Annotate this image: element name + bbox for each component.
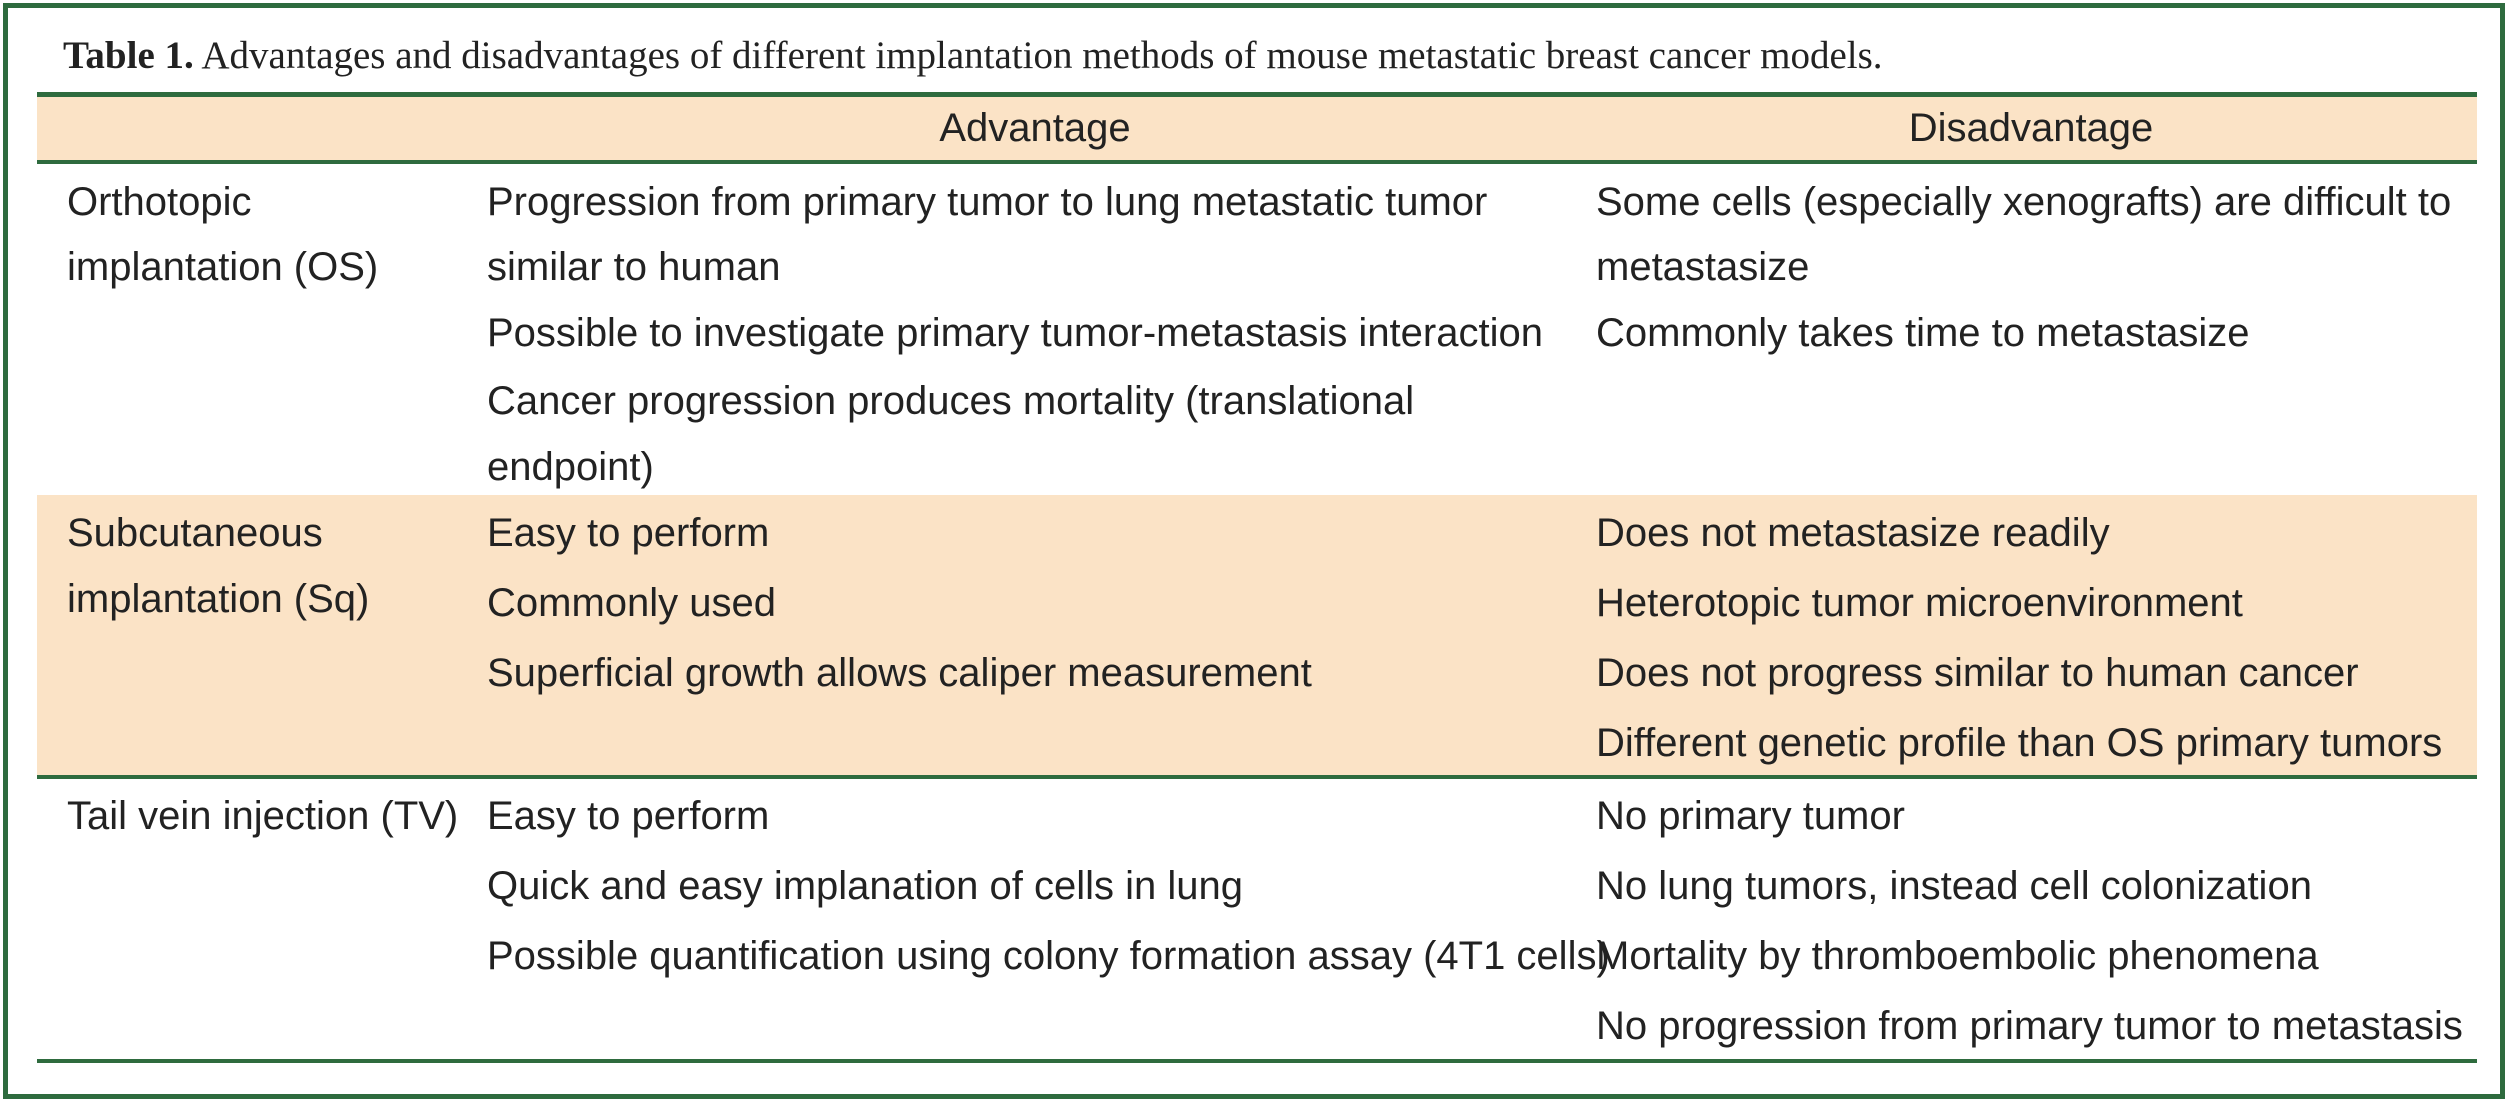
row-tv-method-line1: Tail vein injection (TV) bbox=[67, 794, 459, 838]
row-tv-disadvantage-line2: No lung tumors, instead cell colonizatio… bbox=[1596, 864, 2312, 908]
header-band bbox=[37, 97, 2477, 160]
row-os-advantage-line4: Cancer progression produces mortality (t… bbox=[487, 379, 1415, 423]
row-separator bbox=[37, 775, 2477, 779]
bottom-rule bbox=[37, 1059, 2477, 1063]
row-os-disadvantage-line1: Some cells (especially xenografts) are d… bbox=[1596, 180, 2452, 224]
row-sq-disadvantage-line1: Does not metastasize readily bbox=[1596, 511, 2110, 555]
row-os-advantage-line3: Possible to investigate primary tumor-me… bbox=[487, 311, 1543, 355]
table-caption: Table 1. Advantages and disadvantages of… bbox=[63, 30, 1883, 82]
row-tv-advantage-line1: Easy to perform bbox=[487, 794, 770, 838]
header-advantage: Advantage bbox=[939, 106, 1131, 150]
subcutaneous-band bbox=[37, 495, 2477, 775]
row-tv-advantage-line2: Quick and easy implanation of cells in l… bbox=[487, 864, 1243, 908]
row-os-disadvantage-line2: metastasize bbox=[1596, 245, 1810, 289]
header-rule bbox=[37, 160, 2477, 164]
row-tv-disadvantage-line1: No primary tumor bbox=[1596, 794, 1905, 838]
top-rule bbox=[37, 92, 2477, 97]
row-sq-disadvantage-line4: Different genetic profile than OS primar… bbox=[1596, 721, 2443, 765]
row-os-disadvantage-line3: Commonly takes time to metastasize bbox=[1596, 311, 2250, 355]
row-os-advantage-line1: Progression from primary tumor to lung m… bbox=[487, 180, 1488, 224]
row-sq-advantage-line1: Easy to perform bbox=[487, 511, 770, 555]
row-sq-method-line1: Subcutaneous bbox=[67, 511, 323, 555]
row-tv-advantage-line3: Possible quantification using colony for… bbox=[487, 934, 1610, 978]
row-tv-disadvantage-line4: No progression from primary tumor to met… bbox=[1596, 1004, 2463, 1048]
row-sq-disadvantage-line2: Heterotopic tumor microenvironment bbox=[1596, 581, 2243, 625]
row-sq-disadvantage-line3: Does not progress similar to human cance… bbox=[1596, 651, 2359, 695]
row-os-method-line1: Orthotopic bbox=[67, 180, 252, 224]
row-os-advantage-line5: endpoint) bbox=[487, 445, 654, 489]
header-disadvantage: Disadvantage bbox=[1908, 106, 2154, 150]
row-sq-advantage-line2: Commonly used bbox=[487, 581, 777, 625]
row-sq-advantage-line3: Superficial growth allows caliper measur… bbox=[487, 651, 1312, 695]
row-os-advantage-line2: similar to human bbox=[487, 245, 781, 289]
row-sq-method-line2: implantation (Sq) bbox=[67, 577, 370, 621]
row-os-method-line2: implantation (OS) bbox=[67, 245, 379, 289]
caption-text: Advantages and disadvantages of differen… bbox=[193, 34, 1883, 77]
caption-label: Table 1. bbox=[63, 34, 194, 77]
row-tv-disadvantage-line3: Mortality by thromboembolic phenomena bbox=[1596, 934, 2319, 978]
